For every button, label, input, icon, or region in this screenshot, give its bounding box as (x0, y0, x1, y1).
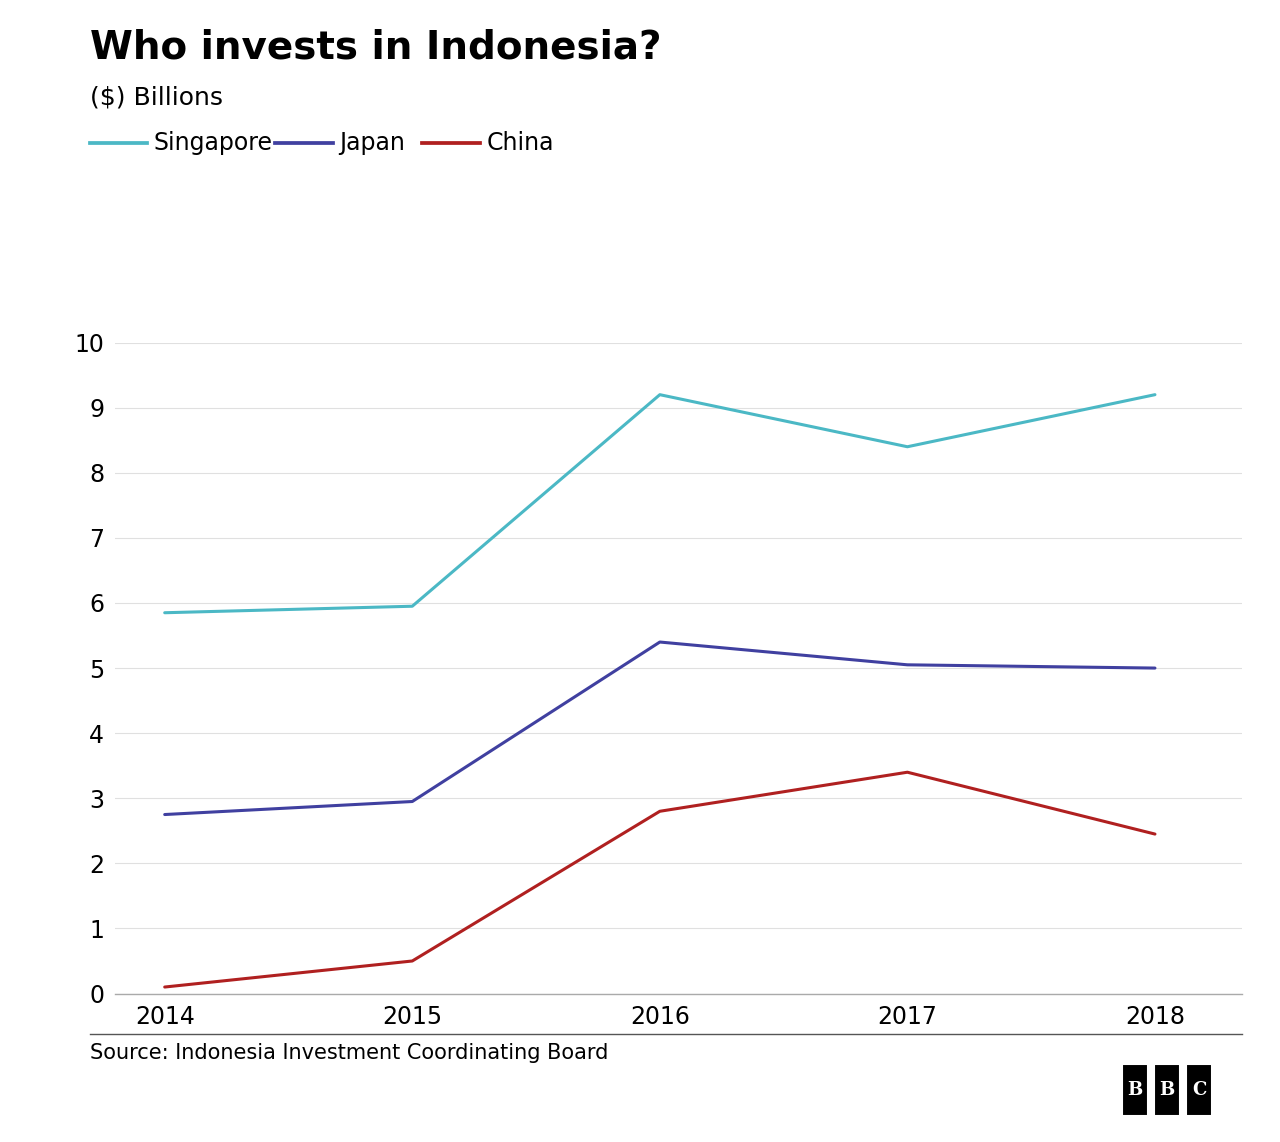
Text: Who invests in Indonesia?: Who invests in Indonesia? (90, 29, 660, 66)
Bar (1155, 1063, 1180, 1117)
Text: B: B (1128, 1081, 1143, 1099)
Text: C: C (1192, 1081, 1206, 1099)
Bar (1121, 1063, 1148, 1117)
Text: China: China (486, 130, 554, 155)
Text: B: B (1160, 1081, 1175, 1099)
Bar (1187, 1063, 1212, 1117)
Text: Japan: Japan (339, 130, 404, 155)
Text: ($) Billions: ($) Billions (90, 86, 223, 110)
Text: Singapore: Singapore (154, 130, 273, 155)
Text: Source: Indonesia Investment Coordinating Board: Source: Indonesia Investment Coordinatin… (90, 1043, 608, 1063)
